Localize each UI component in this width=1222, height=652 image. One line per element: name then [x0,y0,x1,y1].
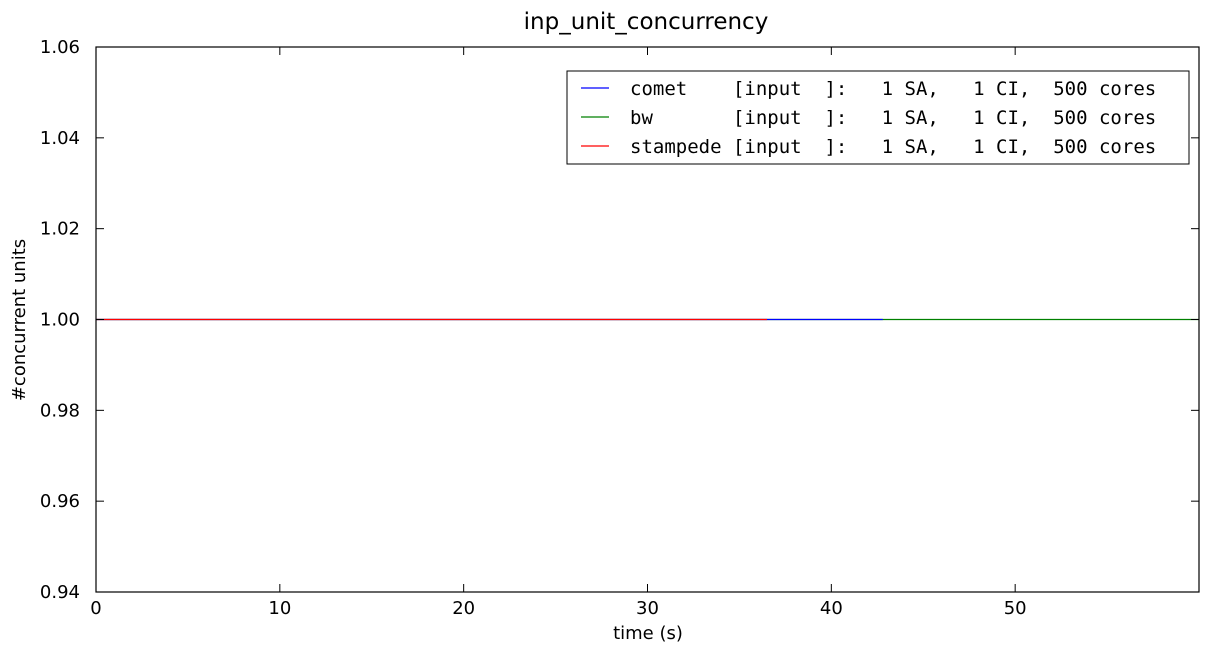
y-tick-label: 1.06 [40,37,80,58]
y-axis-label: #concurrent units [9,239,30,401]
x-tick-label: 20 [452,598,475,619]
x-tick-label: 0 [90,598,101,619]
legend: comet [input ]: 1 SA, 1 CI, 500 cores bw … [566,70,1190,165]
y-tick-label: 0.96 [40,491,80,512]
y-tick-label: 1.00 [40,310,80,331]
x-tick-label: 10 [268,598,291,619]
legend-entry-label: bw [input ]: 1 SA, 1 CI, 500 cores [630,107,1156,129]
y-tick-label: 1.02 [40,219,80,240]
chart-title: inp_unit_concurrency [524,9,769,35]
legend-entry-label: comet [input ]: 1 SA, 1 CI, 500 cores [630,78,1156,100]
y-tick-label: 0.94 [40,582,80,603]
y-tick-label: 1.04 [40,128,80,149]
legend-entry-label: stampede [input ]: 1 SA, 1 CI, 500 cores [630,136,1156,158]
legend-box [566,70,1190,165]
x-tick-label: 50 [1004,598,1027,619]
axes-layer: 0 10 20 30 40 50 0.94 0.96 0.98 1.00 1.02 1.04 1.06 [40,37,1200,619]
y-tick-label: 0.98 [40,400,80,421]
x-tick-label: 30 [636,598,659,619]
x-axis-label: time (s) [613,623,683,644]
x-tick-label: 40 [820,598,843,619]
